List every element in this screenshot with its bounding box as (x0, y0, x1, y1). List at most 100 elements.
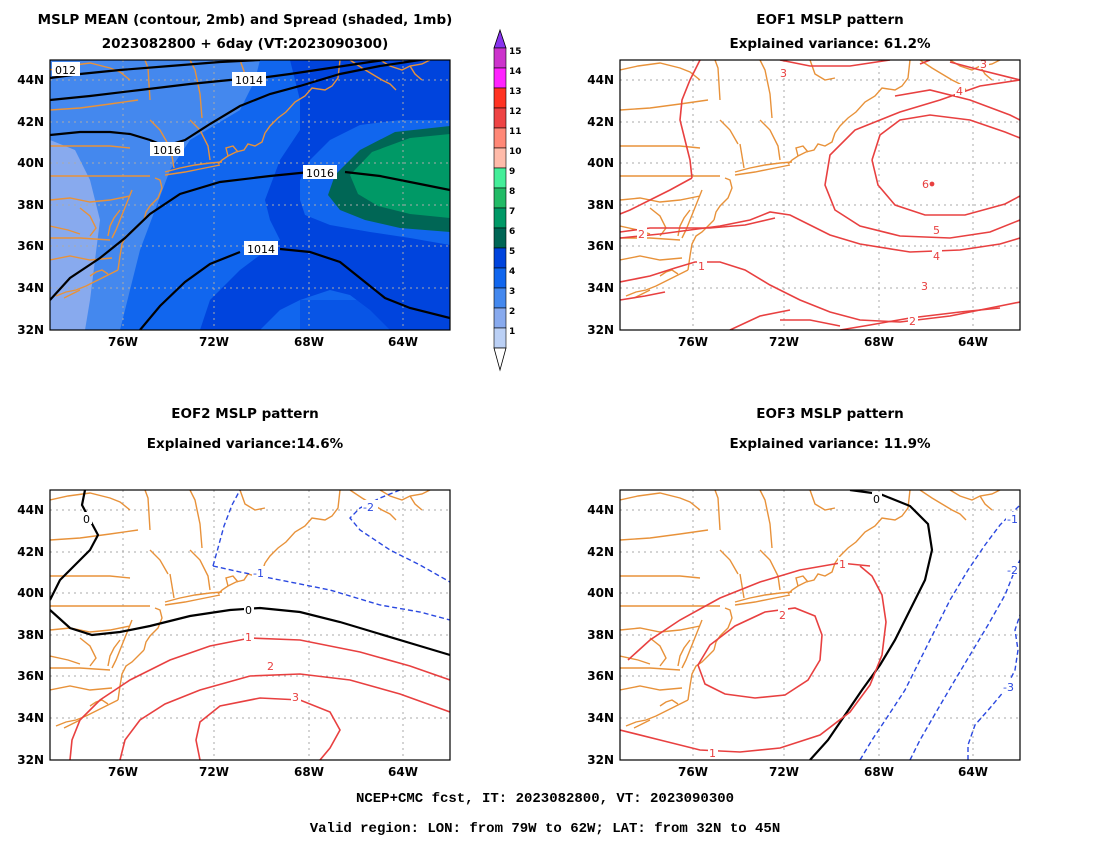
colorbar-swatch (493, 307, 507, 329)
panel1-frame (49, 59, 451, 331)
contour-label: 0 (873, 493, 880, 506)
panel-eof1: EOF1 MSLP pattern Explained variance: 61… (619, 12, 1021, 331)
colorbar-swatch (493, 227, 507, 249)
lon-tick-label: 68W (864, 765, 894, 779)
colorbar-swatch (493, 187, 507, 209)
panel4-title: EOF3 MSLP pattern (756, 406, 903, 422)
contour-label: 1 (709, 747, 716, 760)
panel2-gridlines (620, 60, 1020, 330)
lat-tick-label: 44N (17, 73, 44, 87)
footer-line1: NCEP+CMC fcst, IT: 2023082800, VT: 20230… (356, 791, 734, 807)
lat-tick-label: 34N (17, 281, 44, 295)
eof1-contour-labels: 3 3 4 2 1 6 5 4 3 2 (637, 57, 989, 328)
colorbar-swatch (493, 247, 507, 269)
lat-tick-label: 40N (17, 586, 44, 600)
colorbar-label: 8 (509, 187, 515, 197)
lat-tick-label: 38N (587, 628, 614, 642)
lon-tick-label: 68W (864, 335, 894, 349)
lon-tick-label: 64W (388, 335, 418, 349)
panel2-title: EOF1 MSLP pattern (756, 12, 903, 28)
axis-tick-labels: 76W 72W 68W 64W 44N 42N 40N 38N 36N 34N 32N 76W 72W 6… (17, 73, 988, 779)
mslp-contour-labels: 012 1014 1016 1016 1014 (52, 62, 337, 256)
lon-tick-label: 64W (958, 335, 988, 349)
colorbar-swatch (493, 207, 507, 229)
lat-tick-label: 32N (17, 323, 44, 337)
panel-mslp-mean-spread: MSLP MEAN (contour, 2mb) and Spread (sha… (38, 12, 522, 372)
panel-eof2: EOF2 MSLP pattern Explained variance:14.… (49, 406, 451, 761)
lat-tick-label: 36N (17, 239, 44, 253)
contour-label: -3 (1003, 681, 1014, 694)
lon-tick-label: 68W (294, 765, 324, 779)
panel2-frame (619, 59, 1021, 331)
colorbar-swatch (493, 127, 507, 149)
lon-tick-label: 72W (769, 765, 799, 779)
contour-label: 1014 (247, 243, 275, 256)
contour-label: 1016 (306, 167, 334, 180)
contour-label: -2 (363, 501, 374, 514)
contour-label: 3 (780, 67, 787, 80)
colorbar-label: 5 (509, 247, 515, 257)
lon-tick-label: 76W (678, 335, 708, 349)
lat-tick-label: 32N (587, 323, 614, 337)
eof1-contours (620, 60, 1020, 330)
colorbar-top-arrow (493, 28, 507, 49)
contour-label: 0 (83, 513, 90, 526)
contour-label: 2 (267, 660, 274, 673)
contour-label: 012 (55, 64, 76, 77)
colorbar-swatch (493, 327, 507, 349)
lat-tick-label: 32N (17, 753, 44, 767)
lat-tick-label: 36N (587, 239, 614, 253)
lon-tick-label: 76W (108, 765, 138, 779)
eof2-contour-labels: 0 -2 -1 0 1 2 3 (82, 500, 378, 704)
colorbar-bottom-arrow (493, 347, 507, 372)
colorbar-swatch (493, 87, 507, 109)
lat-tick-label: 40N (587, 156, 614, 170)
lon-tick-label: 64W (388, 765, 418, 779)
colorbar-label: 10 (509, 147, 522, 157)
lon-tick-label: 64W (958, 765, 988, 779)
lat-tick-label: 42N (587, 545, 614, 559)
lon-tick-label: 72W (199, 335, 229, 349)
colorbar-swatch (493, 267, 507, 289)
eof2-contours (50, 490, 450, 760)
lon-tick-label: 76W (108, 335, 138, 349)
lat-tick-label: 36N (17, 669, 44, 683)
colorbar-label: 7 (509, 207, 515, 217)
contour-label: 0 (245, 604, 252, 617)
lat-tick-label: 32N (587, 753, 614, 767)
contour-label: 6 (922, 178, 929, 191)
lat-tick-label: 38N (17, 198, 44, 212)
lat-tick-label: 38N (17, 628, 44, 642)
contour-label: 2 (909, 315, 916, 328)
panel4-frame (619, 489, 1021, 761)
panel4-subtitle: Explained variance: 11.9% (729, 436, 931, 452)
lon-tick-label: 72W (199, 765, 229, 779)
contour-label: 2 (779, 609, 786, 622)
lat-tick-label: 38N (587, 198, 614, 212)
colorbar-label: 1 (509, 327, 515, 337)
colorbar-label: 15 (509, 47, 522, 57)
panel4-gridlines (620, 490, 1020, 760)
contour-label: 1016 (153, 144, 181, 157)
colorbar-label: 11 (509, 127, 522, 137)
contour-label: 1 (245, 631, 252, 644)
spread-shading (50, 60, 450, 330)
contour-label: 1014 (235, 74, 263, 87)
eof3-contour-labels: 0 1 2 1 -1 -2 -3 (708, 492, 1022, 760)
panel3-subtitle: Explained variance:14.6% (147, 436, 344, 452)
colorbar-label: 4 (509, 267, 515, 277)
panel2-subtitle: Explained variance: 61.2% (729, 36, 931, 52)
colorbar-swatch (493, 107, 507, 129)
colorbar-label: 14 (509, 67, 522, 77)
lat-tick-label: 42N (587, 115, 614, 129)
contour-label: -1 (253, 567, 264, 580)
lat-tick-label: 42N (17, 545, 44, 559)
contour-label: 4 (933, 250, 940, 263)
colorbar-swatch (493, 167, 507, 189)
lat-tick-label: 44N (17, 503, 44, 517)
colorbar-label: 9 (509, 167, 515, 177)
colorbar-label: 6 (509, 227, 515, 237)
lat-tick-label: 40N (17, 156, 44, 170)
contour-label: -1 (1007, 513, 1018, 526)
panel-eof3: EOF3 MSLP pattern Explained variance: 11… (619, 406, 1022, 761)
